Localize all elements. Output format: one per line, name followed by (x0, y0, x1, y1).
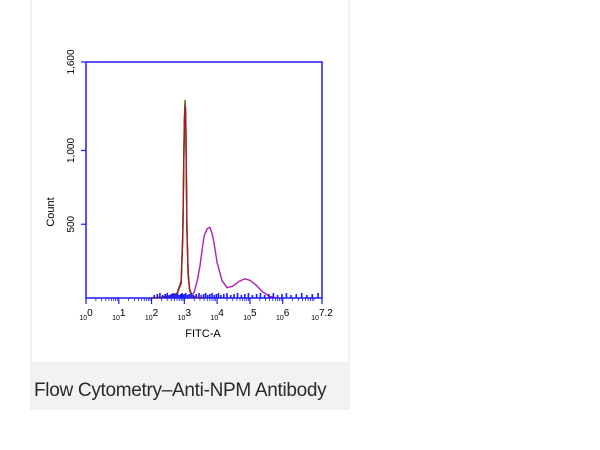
x-tick-label: 103 (178, 308, 192, 322)
plot-panel (32, 0, 348, 362)
x-axis-ticks: 100 101 102 103 104 105 106 107.2 (79, 298, 333, 322)
x-tick-label: 104 (210, 308, 224, 322)
y-axis-ticks: 500 1,000 1,600 (66, 49, 86, 233)
figure-caption: Flow Cytometry–Anti-NPM Antibody (34, 380, 327, 401)
event-rug (153, 293, 319, 298)
histogram-series-3 (151, 105, 205, 299)
histogram-series-1 (151, 99, 205, 299)
x-tick-label: 102 (145, 308, 159, 322)
x-tick-label: 107.2 (311, 308, 333, 322)
y-tick-label: 1,600 (66, 49, 77, 74)
histogram-series-2 (151, 102, 205, 299)
y-tick-label: 1,000 (66, 138, 77, 163)
histogram-series-4 (189, 226, 278, 299)
x-tick-label: 105 (243, 308, 257, 322)
x-tick-label: 100 (79, 308, 93, 322)
y-tick-label: 500 (66, 215, 77, 232)
x-axis-label: FITC-A (185, 328, 221, 340)
caption-bar (30, 362, 350, 410)
plot-frame (85, 61, 323, 299)
y-axis-label: Count (45, 197, 57, 226)
series-layer (151, 99, 278, 299)
x-tick-label: 101 (112, 308, 126, 322)
plot-border (85, 61, 323, 299)
x-tick-label: 106 (276, 308, 290, 322)
